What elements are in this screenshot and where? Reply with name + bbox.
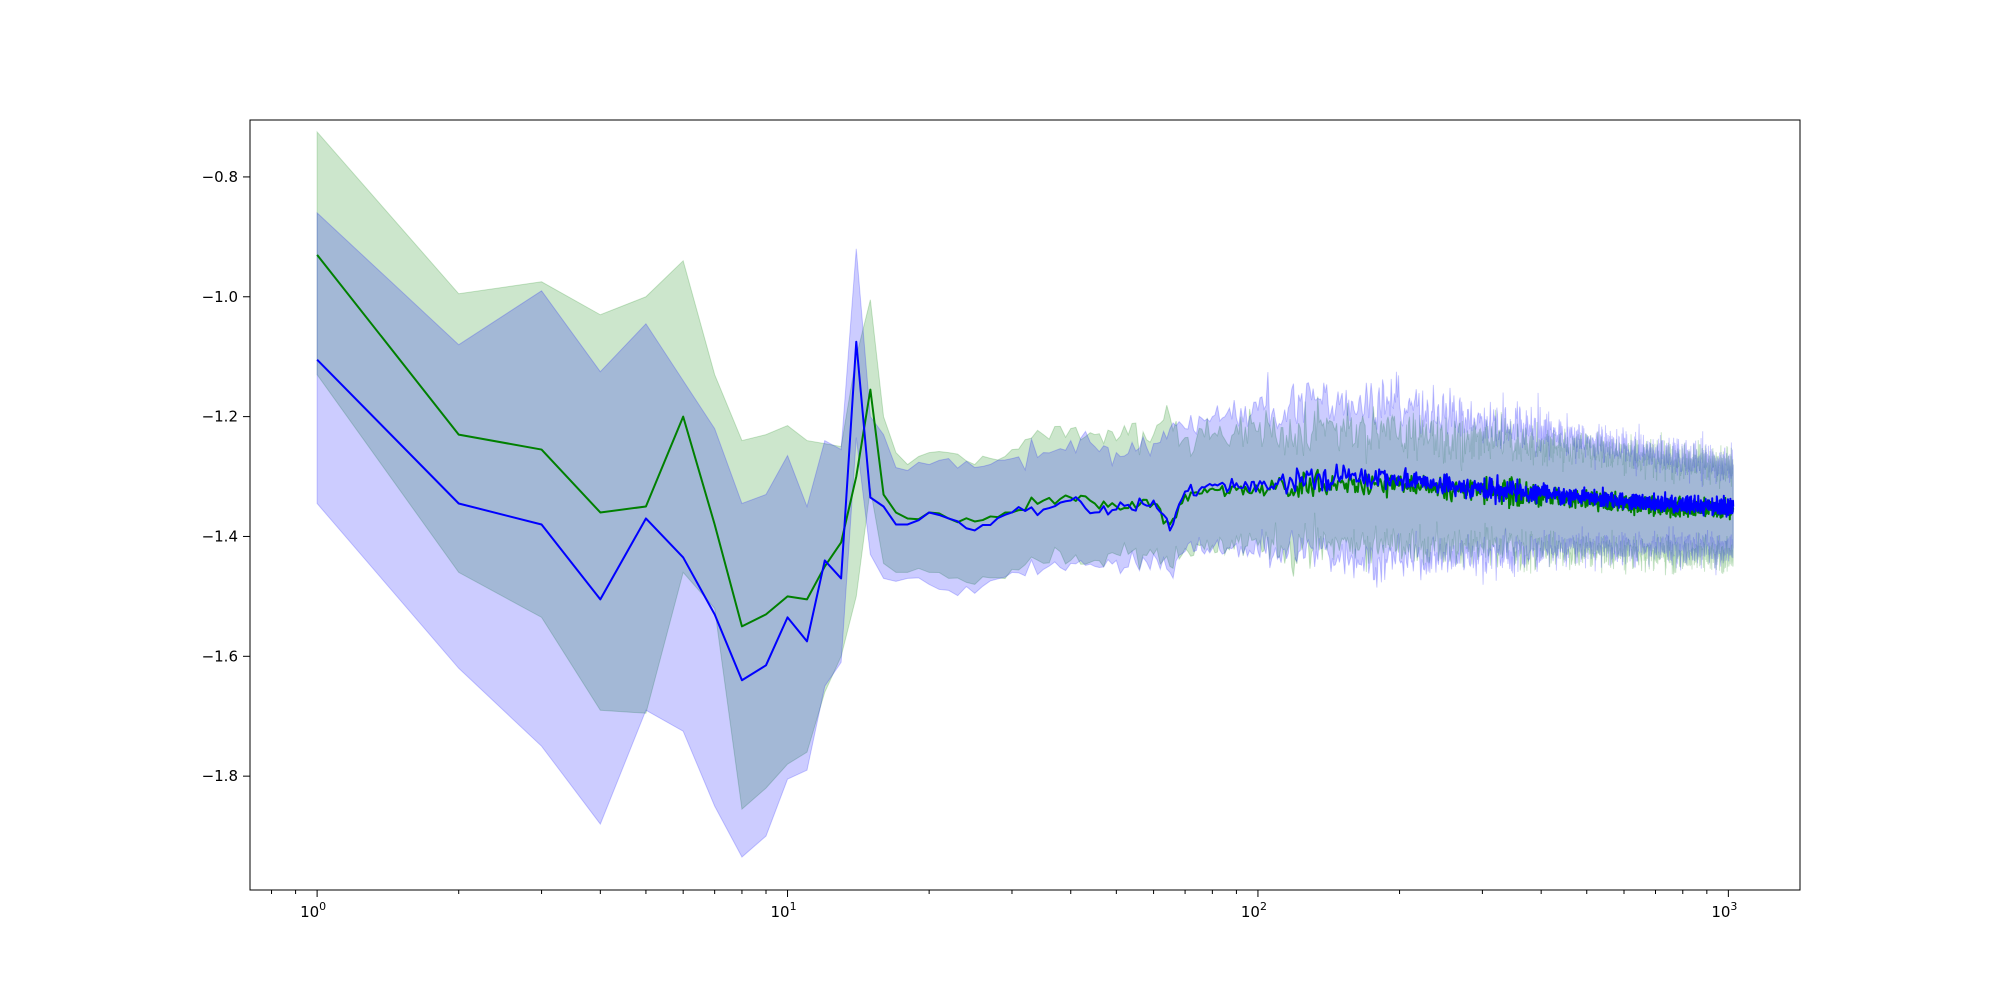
y-tick-label: −0.8: [202, 168, 238, 186]
y-tick-label: −1.0: [202, 288, 238, 306]
y-tick-label: −1.8: [202, 767, 238, 785]
series-2-band: [316, 211, 1734, 858]
y-tick-label: −1.4: [202, 527, 238, 545]
y-tick-label: −1.6: [202, 647, 238, 665]
y-tick-label: −1.2: [202, 408, 238, 426]
series-2-line: [316, 340, 1735, 682]
x-tick-label: 100: [300, 900, 326, 921]
x-tick-label: 101: [770, 900, 796, 921]
x-axis: 100 101 102 103: [271, 890, 1737, 921]
series-lines: [316, 254, 1735, 682]
x-tick-label: 103: [1711, 900, 1737, 921]
y-axis: −0.8 −1.0 −1.2 −1.4 −1.6 −1.8: [202, 168, 250, 785]
x-tick-label: 102: [1241, 900, 1267, 921]
confidence-bands: [316, 130, 1734, 858]
series-1-band: [316, 130, 1734, 811]
plot-area-frame: [249, 119, 1801, 891]
